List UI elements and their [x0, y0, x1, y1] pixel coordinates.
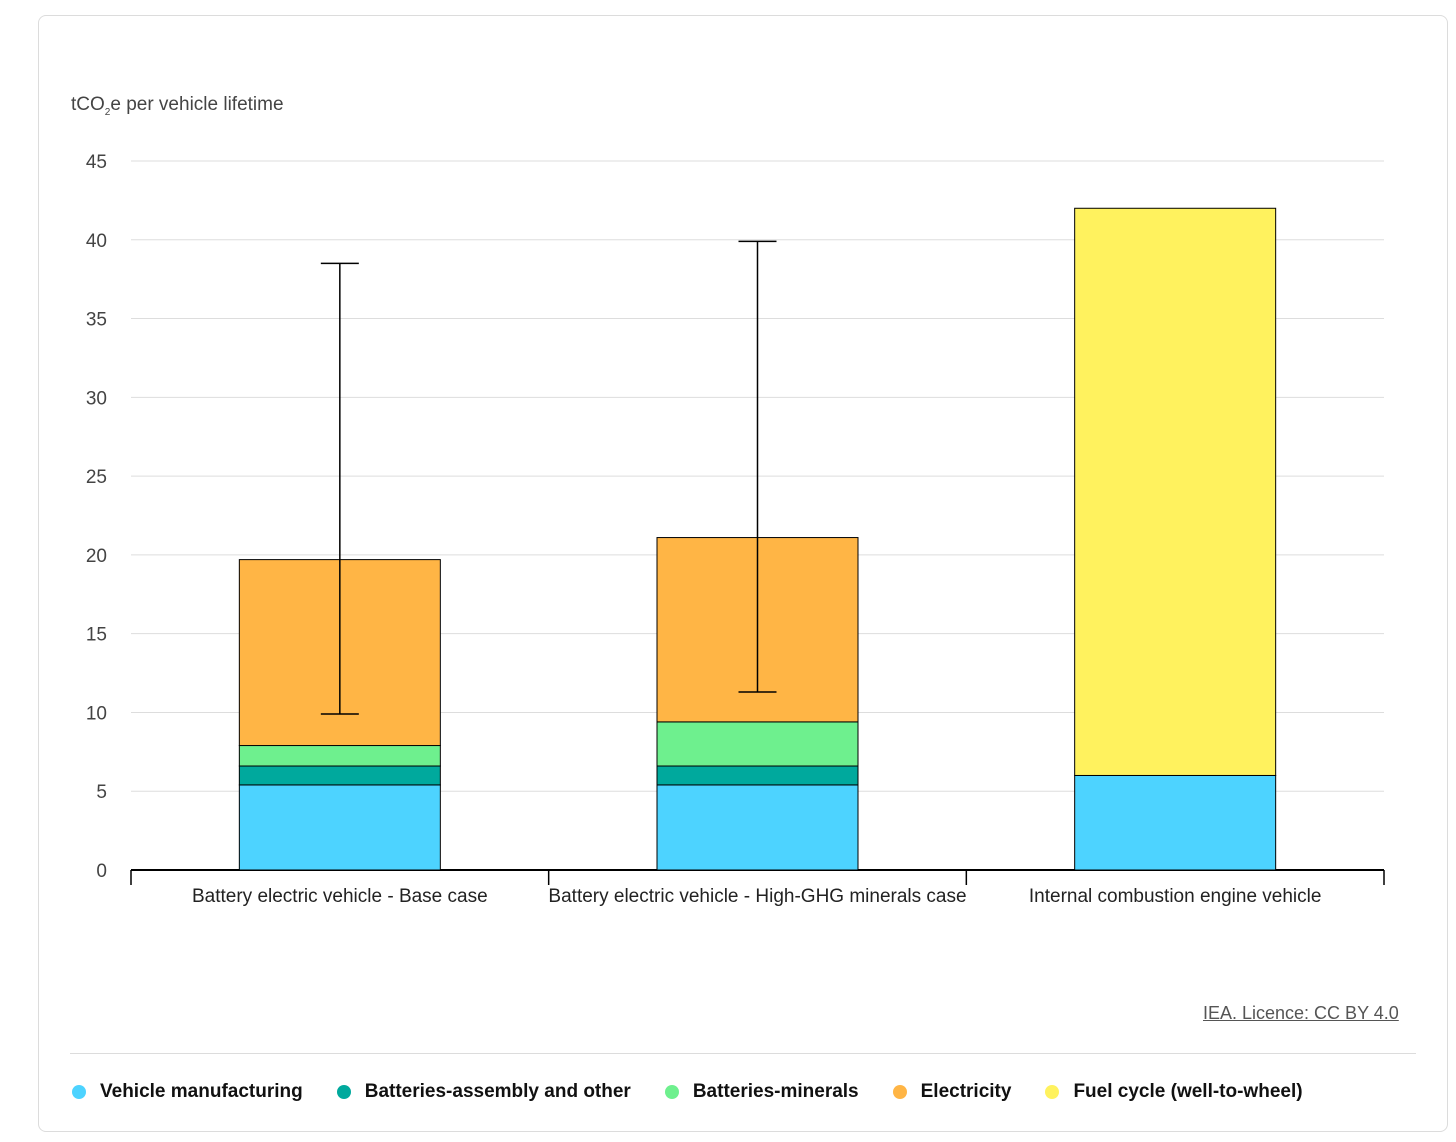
bar-segment	[656, 721, 859, 767]
y-tick-label: 10	[86, 703, 107, 724]
bar-segment	[238, 745, 441, 767]
y-tick-label: 5	[96, 782, 107, 803]
legend-swatch	[664, 1085, 679, 1099]
licence-link[interactable]: IEA. Licence: CC BY 4.0	[1203, 1003, 1399, 1023]
bar-segment	[656, 765, 859, 786]
legend-swatch	[72, 1085, 86, 1099]
bar-segment	[656, 784, 859, 871]
legend-swatch	[336, 1085, 351, 1099]
legend-item[interactable]: Batteries-assembly and other	[336, 1081, 631, 1103]
y-axis-label: tCO2e per vehicle lifetime	[71, 94, 284, 118]
legend-divider	[70, 1053, 1416, 1054]
y-tick-label: 30	[86, 388, 107, 409]
legend-label: Vehicle manufacturing	[100, 1081, 303, 1102]
bar-segment	[1074, 207, 1277, 776]
y-tick-label: 35	[86, 310, 107, 331]
y-tick-label: 40	[86, 231, 107, 252]
y-tick-label: 15	[86, 625, 107, 646]
y-tick-label: 25	[86, 467, 107, 488]
legend-label: Electricity	[920, 1081, 1012, 1102]
legend-item[interactable]: Batteries-minerals	[664, 1081, 859, 1103]
legend-label: Batteries-assembly and other	[364, 1081, 631, 1102]
x-tick-label: Battery electric vehicle - High-GHG mine…	[548, 886, 966, 907]
legend: Vehicle manufacturing Batteries-assembly …	[72, 1081, 1337, 1103]
bar-segment	[1074, 774, 1277, 871]
y-tick-label: 20	[86, 546, 107, 567]
x-tick-label: Internal combustion engine vehicle	[1029, 886, 1322, 907]
legend-item[interactable]: Fuel cycle (well-to-wheel)	[1045, 1081, 1303, 1103]
x-tick-label: Battery electric vehicle - Base case	[192, 886, 488, 907]
legend-item[interactable]: Electricity	[892, 1081, 1012, 1103]
legend-item[interactable]: Vehicle manufacturing	[72, 1081, 303, 1103]
legend-swatch	[1045, 1085, 1060, 1099]
bar-segment	[238, 784, 441, 871]
y-tick-label: 0	[96, 861, 107, 882]
legend-swatch	[892, 1085, 907, 1099]
bar-segment	[238, 765, 441, 786]
legend-label: Batteries-minerals	[692, 1081, 859, 1102]
legend-label: Fuel cycle (well-to-wheel)	[1073, 1081, 1303, 1102]
y-tick-label: 45	[86, 152, 107, 173]
